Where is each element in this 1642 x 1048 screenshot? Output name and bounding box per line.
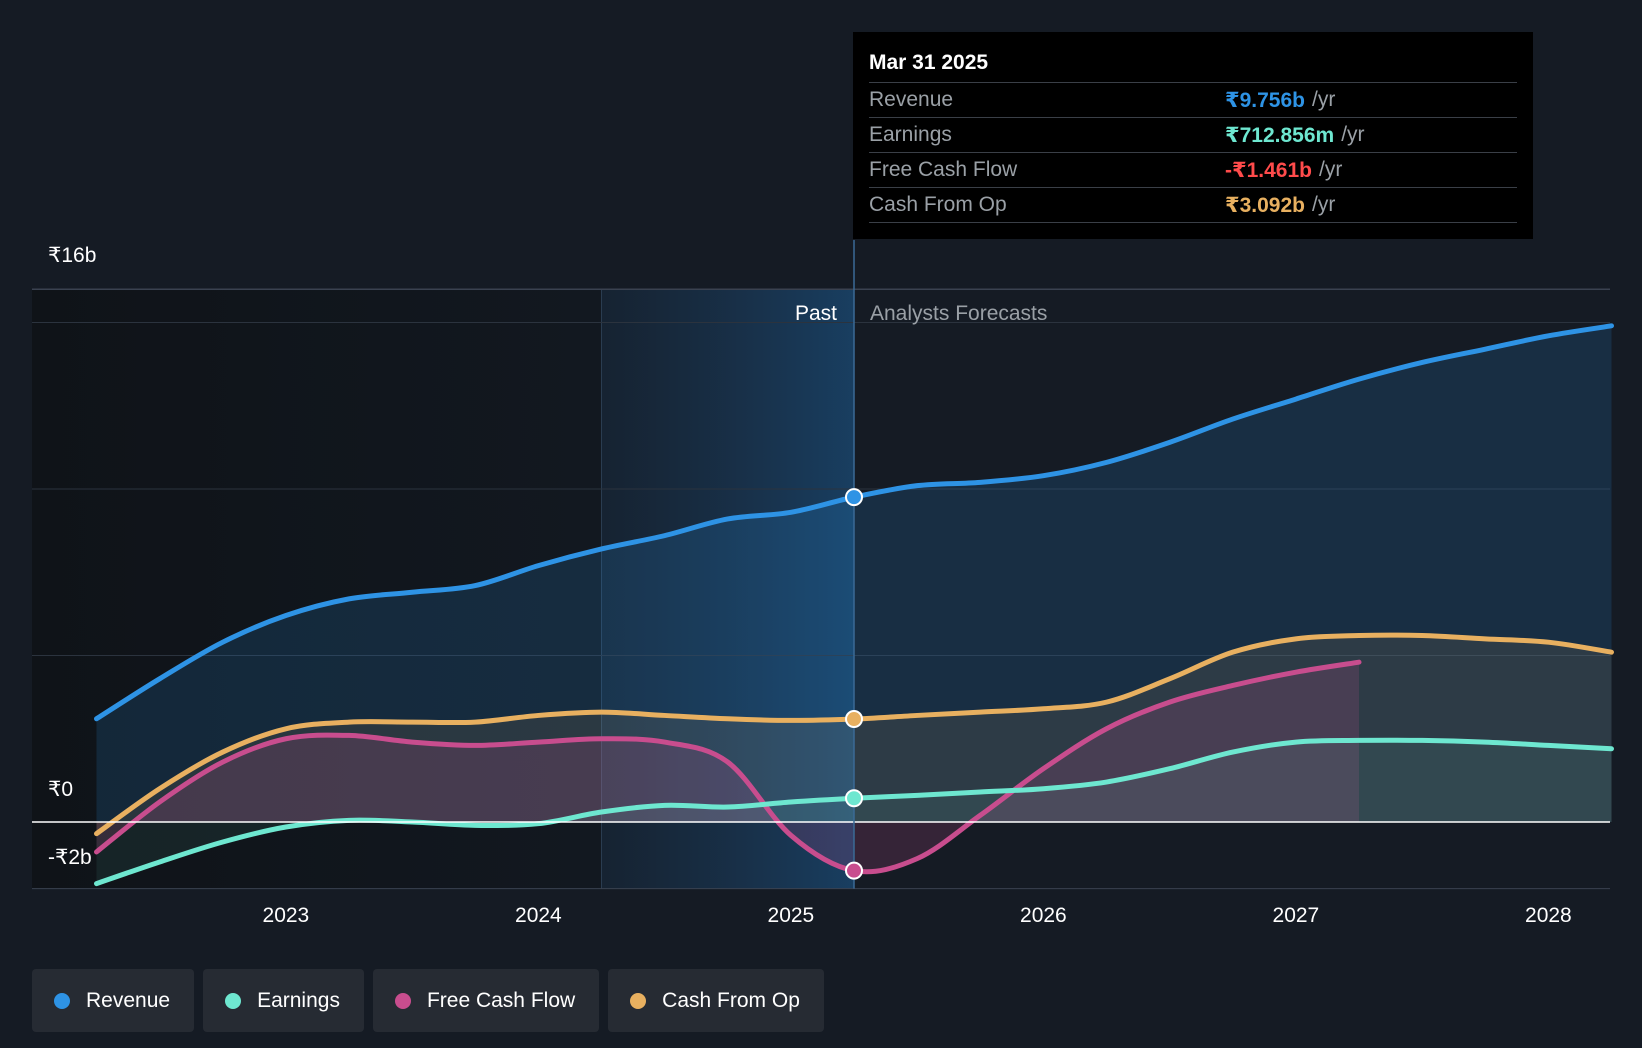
marker-fcf (845, 861, 863, 880)
y-tick-label: ₹0 (48, 778, 73, 801)
legend-dot-icon (394, 992, 411, 1009)
y-tick-label: ₹16b (48, 244, 96, 267)
tooltip-value: ₹712.856m (1225, 123, 1335, 147)
x-tick-label: 2024 (515, 904, 562, 927)
tooltip-value: ₹9.756b (1225, 88, 1305, 112)
line-fcf (94, 659, 1362, 875)
legend-item-earnings[interactable]: Earnings (203, 969, 364, 1032)
forecast-label: Analysts Forecasts (870, 302, 1047, 325)
tooltip-value: -₹1.461b (1225, 158, 1312, 182)
tooltip-label: Free Cash Flow (869, 158, 1018, 181)
tooltip-value: ₹3.092b (1225, 193, 1305, 217)
legend-label: Revenue (86, 988, 171, 1012)
tooltip-label: Earnings (869, 123, 952, 146)
marker-earnings (845, 789, 863, 808)
legend-label: Earnings (257, 988, 340, 1012)
tooltip-label: Cash From Op (869, 193, 1007, 216)
legend-dot-icon (225, 992, 242, 1009)
legend-dot-icon (54, 992, 70, 1009)
marker-cfo (845, 710, 863, 729)
legend-item-revenue[interactable]: Revenue (32, 969, 195, 1032)
tooltip-row-fcf: Free Cash Flow -₹1.461b /yr (869, 152, 1517, 187)
marker-revenue (845, 488, 863, 507)
tooltip-row-earnings: Earnings ₹712.856m /yr (869, 117, 1517, 152)
x-tick-label: 2025 (768, 904, 815, 927)
x-tick-label: 2028 (1525, 904, 1572, 927)
legend-dot-icon (630, 992, 647, 1009)
legend-item-cash-from-op[interactable]: Cash From Op (608, 969, 824, 1032)
history-band (32, 289, 602, 889)
past-label: Past (795, 302, 837, 325)
legend: Revenue Earnings Free Cash Flow Cash Fro… (32, 969, 824, 1032)
tooltip-unit: /yr (1312, 88, 1336, 111)
tooltip-unit: /yr (1318, 158, 1343, 181)
tooltip-row-cfo: Cash From Op ₹3.092b /yr (869, 187, 1517, 223)
tooltip-unit: /yr (1312, 193, 1336, 216)
tooltip-label: Revenue (869, 88, 954, 111)
area-fcf (96, 662, 1359, 872)
legend-label: Free Cash Flow (426, 988, 576, 1012)
y-tick-label: -₹2b (48, 846, 92, 869)
x-tick-label: 2023 (263, 904, 310, 927)
legend-item-free-cash-flow[interactable]: Free Cash Flow (372, 969, 600, 1032)
x-tick-label: 2026 (1020, 904, 1067, 927)
x-tick-label: 2027 (1273, 904, 1320, 927)
tooltip: Mar 31 2025 Revenue ₹9.756b /yr Earnings… (853, 32, 1533, 239)
past-band (601, 289, 854, 889)
tooltip-date: Mar 31 2025 (869, 51, 989, 74)
tooltip-unit: /yr (1341, 123, 1365, 146)
tooltip-row-revenue: Revenue ₹9.756b /yr (869, 82, 1517, 117)
legend-label: Cash From Op (662, 988, 800, 1012)
